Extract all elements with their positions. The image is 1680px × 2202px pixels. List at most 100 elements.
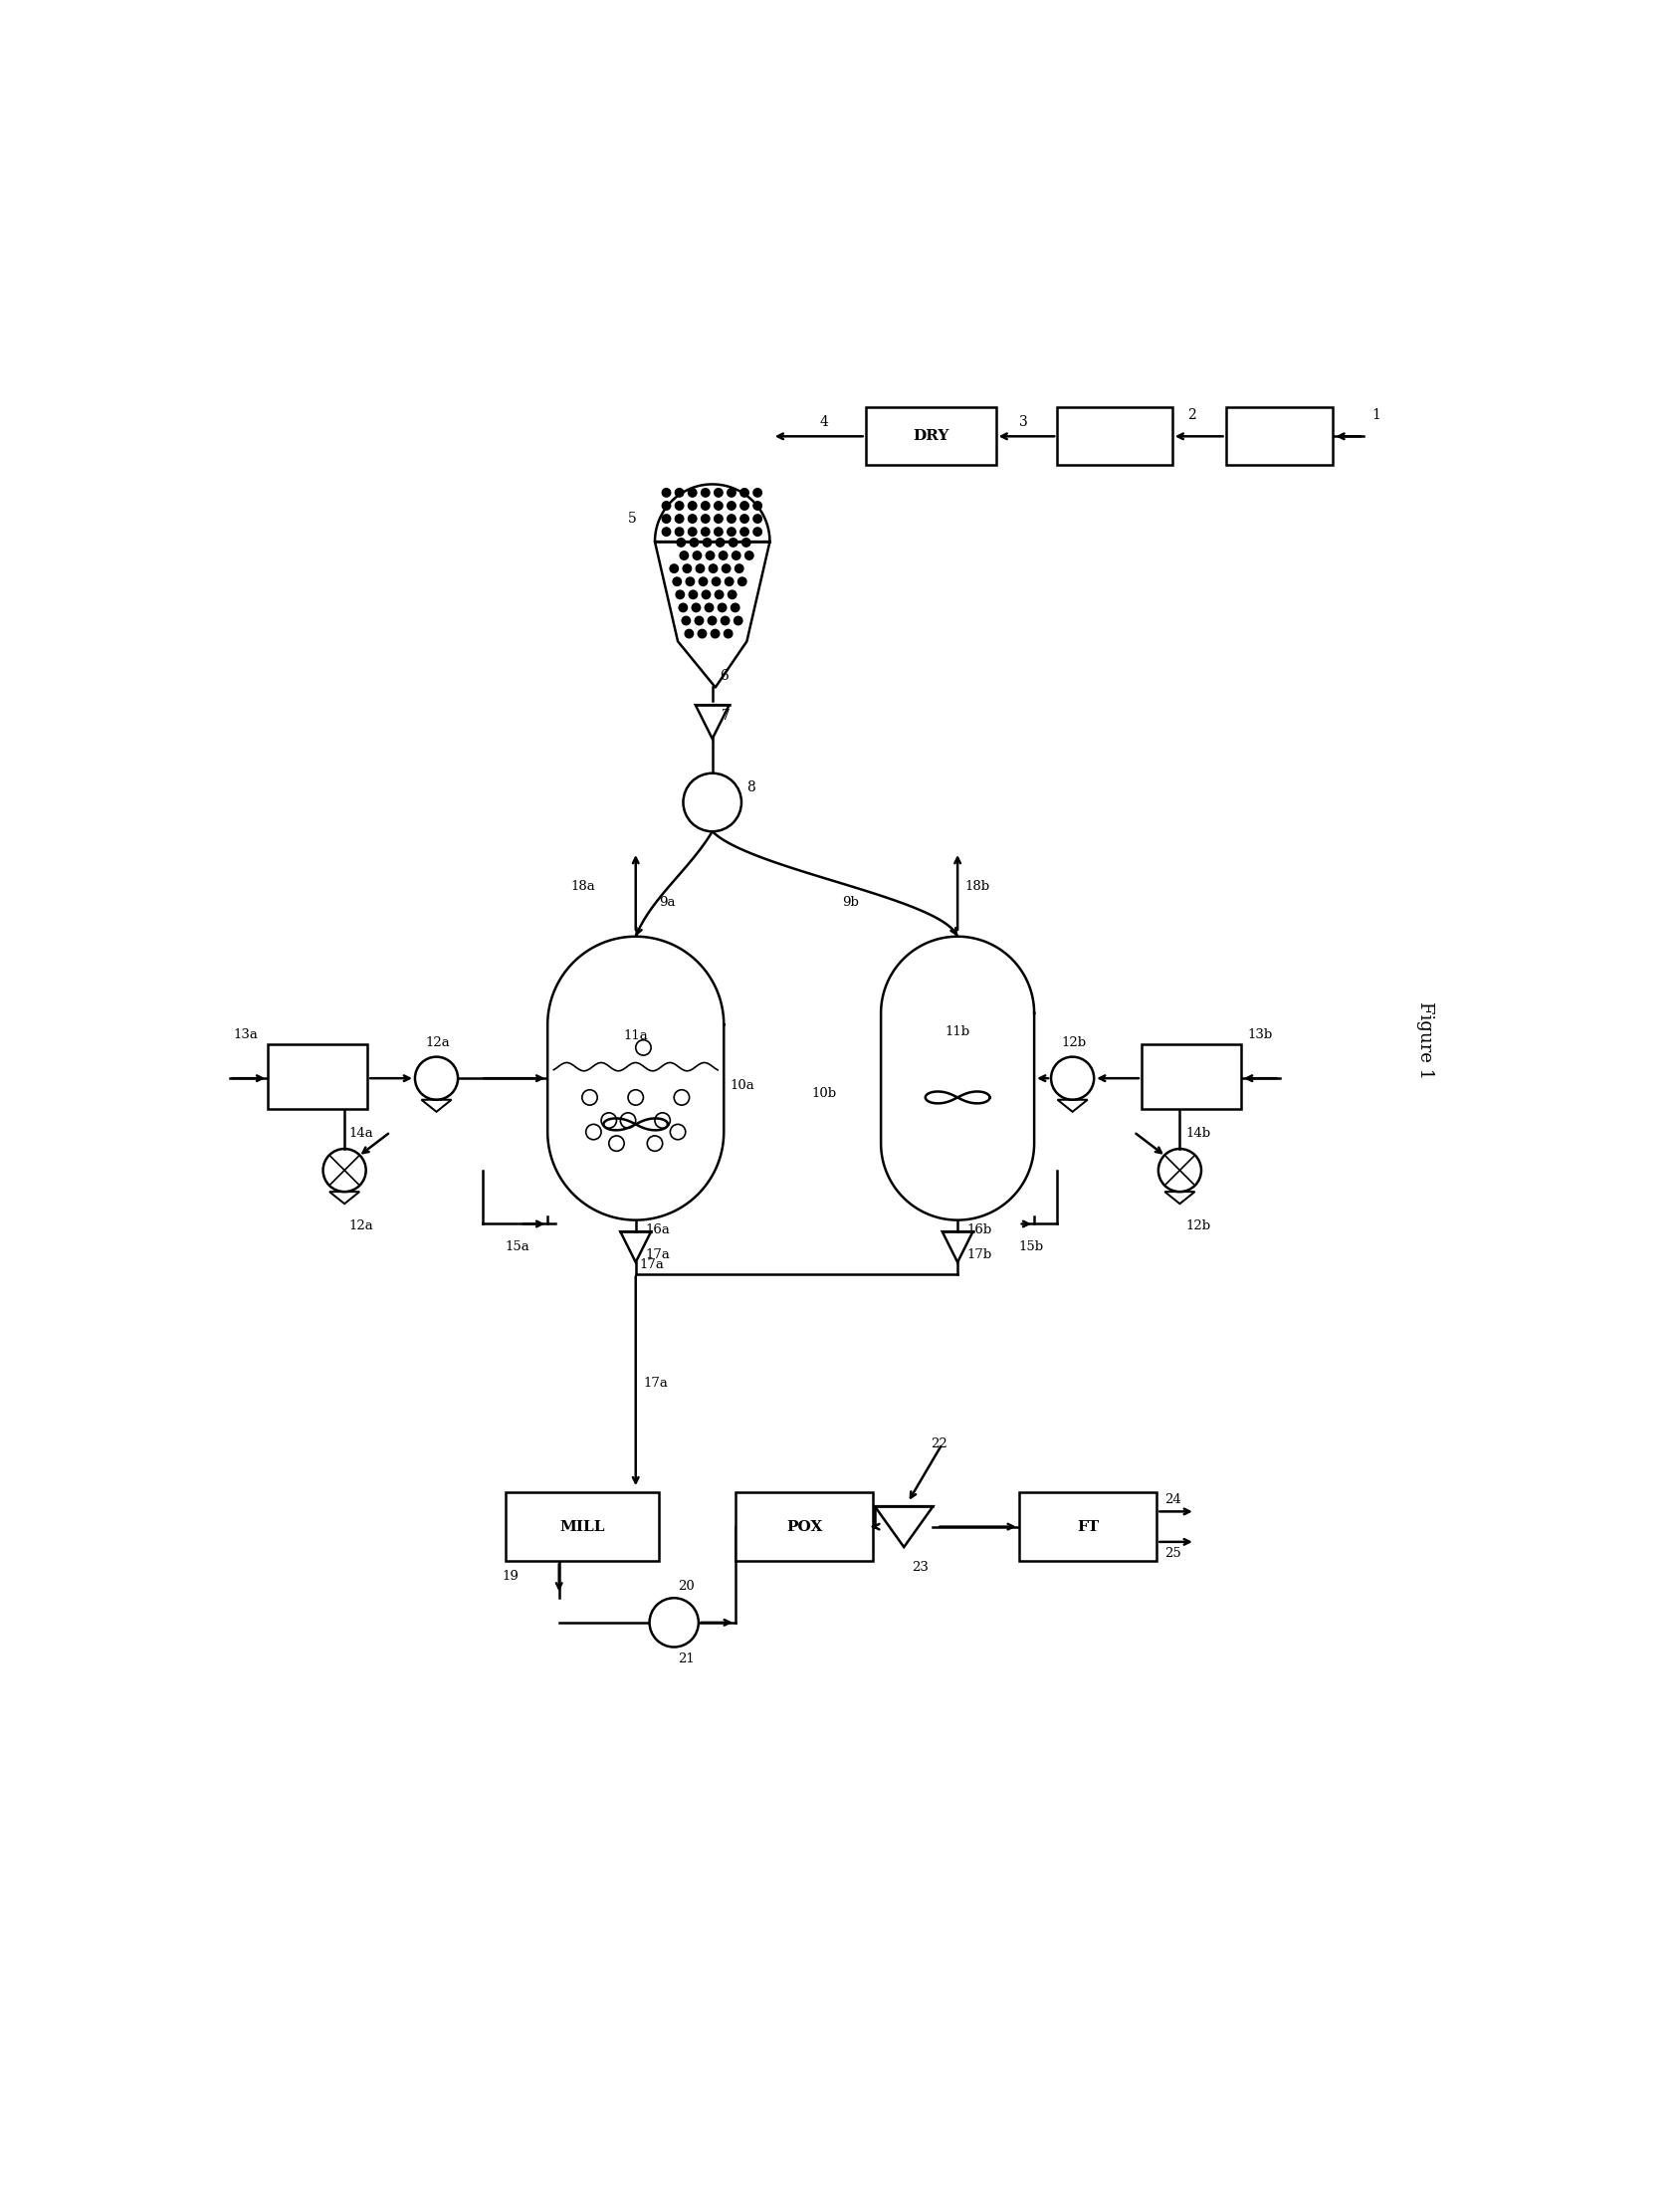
Text: 17b: 17b [966,1249,991,1262]
Text: 17a: 17a [640,1257,664,1271]
Circle shape [741,502,749,511]
Circle shape [689,502,697,511]
Polygon shape [548,936,724,1220]
Circle shape [753,515,761,522]
Circle shape [714,515,722,522]
Circle shape [650,1599,699,1647]
Circle shape [690,537,699,546]
Bar [267,1044,368,1110]
Circle shape [677,537,685,546]
Circle shape [731,603,739,612]
Circle shape [727,489,736,498]
Circle shape [717,603,726,612]
Text: 5: 5 [628,511,637,526]
Circle shape [714,489,722,498]
Text: 22: 22 [931,1438,948,1451]
Circle shape [675,528,684,535]
Circle shape [675,515,684,522]
Text: 16b: 16b [966,1224,991,1238]
Circle shape [743,537,751,546]
Circle shape [1052,1057,1094,1099]
Circle shape [727,528,736,535]
Circle shape [716,537,724,546]
Text: 17a: 17a [643,1376,669,1389]
Text: 8: 8 [748,780,756,795]
Text: 13a: 13a [234,1028,259,1042]
Circle shape [721,617,729,625]
Text: 21: 21 [677,1652,694,1665]
Text: 12a: 12a [348,1220,373,1233]
Circle shape [701,489,709,498]
Bar [506,1493,659,1561]
Circle shape [712,577,721,586]
Circle shape [716,590,724,599]
Circle shape [706,550,714,559]
Circle shape [741,489,749,498]
Circle shape [685,630,694,639]
Circle shape [724,630,732,639]
Circle shape [753,489,761,498]
Bar [1226,407,1332,465]
Circle shape [684,773,741,832]
Text: DRY: DRY [912,429,949,443]
Text: 11b: 11b [946,1026,969,1039]
Text: 14b: 14b [1186,1127,1211,1141]
Text: POX: POX [786,1519,823,1533]
Circle shape [709,564,717,573]
Circle shape [689,515,697,522]
Text: 9a: 9a [659,896,675,909]
Circle shape [719,550,727,559]
Circle shape [415,1057,459,1099]
Circle shape [741,515,749,522]
Bar [1141,1044,1242,1110]
Text: 25: 25 [1164,1546,1181,1559]
Text: 20: 20 [677,1581,694,1592]
Polygon shape [880,936,1035,1220]
Text: 15b: 15b [1018,1240,1043,1253]
Text: 24: 24 [1164,1493,1181,1506]
Circle shape [727,590,736,599]
Circle shape [697,630,706,639]
Circle shape [706,603,714,612]
Circle shape [662,528,670,535]
Circle shape [714,528,722,535]
Circle shape [732,550,741,559]
Circle shape [722,564,731,573]
Circle shape [680,550,689,559]
Bar [736,1493,874,1561]
Text: 7: 7 [721,709,731,722]
Circle shape [702,590,711,599]
Text: 11a: 11a [623,1031,648,1042]
Circle shape [727,502,736,511]
Text: 14a: 14a [348,1127,373,1141]
Circle shape [670,564,679,573]
Circle shape [692,603,701,612]
Circle shape [682,617,690,625]
Circle shape [734,617,743,625]
Circle shape [744,550,753,559]
Text: 2: 2 [1188,407,1196,423]
Text: 3: 3 [1018,416,1028,429]
Text: 13b: 13b [1247,1028,1272,1042]
Circle shape [674,577,682,586]
Circle shape [753,502,761,511]
Text: 4: 4 [820,416,828,429]
Circle shape [726,577,734,586]
Circle shape [753,528,761,535]
Text: 10a: 10a [729,1079,754,1092]
Circle shape [714,502,722,511]
Text: FT: FT [1077,1519,1099,1533]
Text: Figure 1: Figure 1 [1416,1002,1435,1079]
Text: 12b: 12b [1062,1037,1085,1050]
Circle shape [702,537,711,546]
Bar [865,407,996,465]
Circle shape [696,617,704,625]
Bar [1018,1493,1158,1561]
Text: 18a: 18a [571,881,595,894]
Text: MILL: MILL [559,1519,605,1533]
Circle shape [692,550,701,559]
Circle shape [699,577,707,586]
Circle shape [682,564,690,573]
Circle shape [689,528,697,535]
Text: 16a: 16a [645,1224,670,1238]
